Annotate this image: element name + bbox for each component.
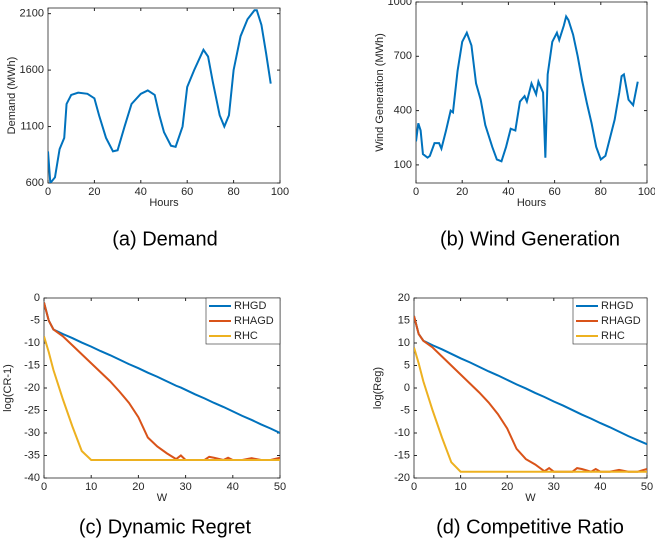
x-axis-label: Hours (517, 197, 547, 209)
x-tick-label: 40 (502, 186, 514, 198)
x-tick-label: 100 (638, 186, 655, 198)
caption: (a) Demand (112, 228, 218, 250)
y-tick-label: 0 (404, 382, 410, 394)
y-axis-label: Demand (MWh) (6, 57, 18, 135)
y-tick-label: -35 (24, 449, 40, 461)
y-tick-label: 2100 (20, 8, 44, 20)
y-axis-label: Wind Generation (MWh) (374, 33, 386, 152)
x-tick-label: 20 (456, 186, 468, 198)
x-axis-label: Hours (149, 197, 179, 209)
y-axis-label: log(CR-1) (2, 364, 14, 412)
y-tick-label: -15 (394, 449, 410, 461)
y-tick-label: 20 (398, 292, 410, 304)
data-line (414, 315, 647, 446)
x-tick-label: 80 (595, 186, 607, 198)
x-tick-label: 10 (454, 481, 466, 493)
data-line (416, 13, 639, 163)
y-tick-label: 1600 (20, 64, 44, 76)
y-tick-label: 400 (394, 105, 412, 117)
x-tick-label: 100 (271, 186, 289, 198)
axes-box (43, 297, 281, 479)
x-tick-label: 50 (274, 481, 286, 493)
y-tick-label: -5 (30, 314, 40, 326)
y-tick-label: 5 (404, 359, 410, 371)
axes-box (413, 297, 648, 479)
data-line (48, 9, 272, 183)
x-tick-label: 20 (88, 186, 100, 198)
x-tick-label: 10 (85, 481, 97, 493)
x-tick-label: 40 (594, 481, 606, 493)
y-tick-label: 15 (398, 314, 410, 326)
y-tick-label: -20 (24, 382, 40, 394)
data-line (44, 335, 280, 461)
x-tick-label: 0 (411, 481, 417, 493)
x-tick-label: 40 (227, 481, 239, 493)
y-tick-label: 10 (398, 337, 410, 349)
x-tick-label: 20 (132, 481, 144, 493)
x-tick-label: 30 (179, 481, 191, 493)
x-axis-label: W (525, 492, 536, 504)
y-tick-label: 1000 (388, 0, 412, 8)
x-tick-label: 0 (45, 186, 51, 198)
y-tick-label: -10 (24, 337, 40, 349)
y-tick-label: -40 (24, 472, 40, 484)
x-tick-label: 0 (41, 481, 47, 493)
x-tick-label: 0 (413, 186, 419, 198)
legend-label: RHGD (234, 300, 266, 312)
legend-label: RHAGD (234, 315, 274, 327)
axes-box (415, 1, 648, 184)
x-tick-label: 50 (641, 481, 653, 493)
x-tick-label: 20 (501, 481, 513, 493)
caption: (d) Competitive Ratio (436, 516, 624, 538)
legend-label: RHAGD (601, 315, 641, 327)
y-tick-label: -10 (394, 427, 410, 439)
x-tick-label: 60 (548, 186, 560, 198)
axes-box (47, 7, 281, 184)
x-axis-label: W (157, 492, 168, 504)
y-tick-label: 0 (34, 292, 40, 304)
caption: (b) Wind Generation (440, 228, 620, 250)
data-line (414, 347, 647, 473)
y-tick-label: 600 (26, 177, 44, 189)
y-axis-label: log(Reg) (372, 367, 384, 409)
x-tick-label: 30 (548, 481, 560, 493)
y-tick-label: 100 (394, 159, 412, 171)
legend-label: RHC (234, 330, 258, 342)
x-tick-label: 40 (135, 186, 147, 198)
legend-label: RHGD (601, 300, 633, 312)
y-tick-label: 700 (394, 50, 412, 62)
x-tick-label: 80 (227, 186, 239, 198)
y-tick-label: -20 (394, 472, 410, 484)
data-line (44, 302, 280, 434)
y-tick-label: -15 (24, 359, 40, 371)
y-tick-label: -30 (24, 427, 40, 439)
caption: (c) Dynamic Regret (79, 516, 252, 538)
x-tick-label: 60 (181, 186, 193, 198)
y-tick-label: 1100 (20, 120, 44, 132)
y-tick-label: -5 (400, 404, 410, 416)
y-tick-label: -25 (24, 404, 40, 416)
legend-label: RHC (601, 330, 625, 342)
